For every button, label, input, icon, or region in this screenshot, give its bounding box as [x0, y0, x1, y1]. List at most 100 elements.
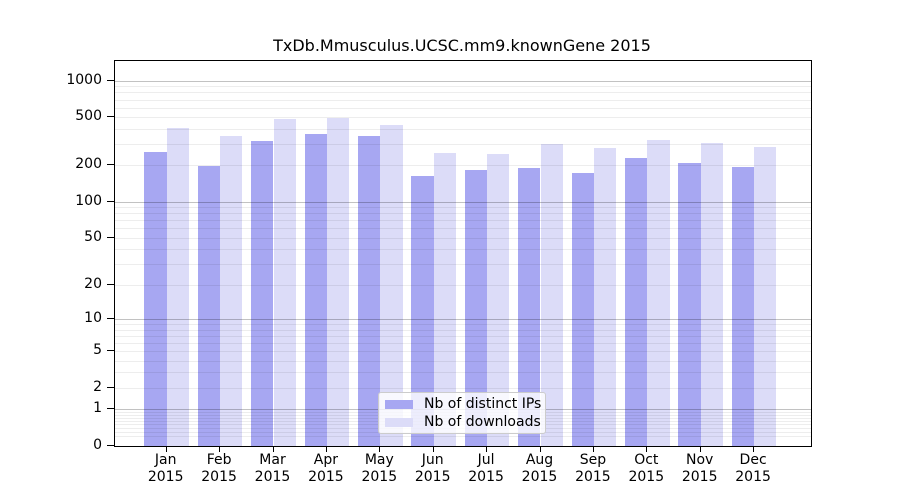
- y-tick-label: 1: [93, 399, 102, 416]
- bar-downloads-mar: [273, 118, 296, 446]
- legend-swatch-distinct-ips: [385, 399, 413, 409]
- bar-distinct-ips-apr: [304, 133, 327, 446]
- x-tick-mark: [219, 446, 221, 452]
- y-tick-mark: [107, 386, 114, 388]
- bar-distinct-ips-jul: [464, 169, 488, 446]
- y-tick-label: 50: [84, 228, 102, 245]
- legend-item-distinct-ips: Nb of distinct IPs: [385, 395, 542, 413]
- gridline-minor: [115, 92, 811, 94]
- bar-distinct-ips-jan: [144, 152, 167, 446]
- bar-distinct-ips-jun: [411, 176, 434, 446]
- x-tick-label: May 2015: [361, 452, 398, 485]
- x-tick-label: Dec 2015: [735, 452, 771, 485]
- bar-distinct-ips-sep: [571, 172, 594, 446]
- bar-distinct-ips-aug: [518, 168, 541, 446]
- bar-distinct-ips-oct: [625, 158, 648, 446]
- bar-downloads-oct: [647, 139, 670, 446]
- gridline-major: [115, 201, 811, 203]
- gridline-minor: [115, 237, 811, 239]
- x-tick-label: Jun 2015: [414, 452, 451, 485]
- bar-distinct-ips-dec: [731, 167, 755, 446]
- bar-downloads-may: [380, 124, 403, 446]
- x-tick-label: Mar 2015: [254, 452, 291, 485]
- legend-label-distinct-ips: Nb of distinct IPs: [424, 396, 542, 412]
- bar-distinct-ips-may: [358, 136, 381, 446]
- bar-downloads-nov: [700, 143, 723, 446]
- y-tick-mark: [107, 407, 114, 409]
- x-tick-mark: [539, 446, 541, 452]
- x-tick-mark: [699, 446, 701, 452]
- x-tick-mark: [272, 446, 274, 452]
- gridline-minor: [115, 323, 811, 325]
- y-tick-mark: [107, 116, 114, 118]
- gridline-minor: [115, 329, 811, 331]
- y-tick-mark: [107, 444, 114, 446]
- y-tick-label: 100: [75, 192, 102, 209]
- gridline-minor: [115, 435, 811, 437]
- gridline-minor: [115, 264, 811, 266]
- gridline-minor: [115, 249, 811, 251]
- gridline-minor: [115, 372, 811, 374]
- x-tick-mark: [432, 446, 434, 452]
- gridline-minor: [115, 129, 811, 130]
- bar-downloads-jan: [166, 128, 189, 446]
- bar-distinct-ips-nov: [678, 163, 701, 446]
- gridline-minor: [115, 350, 811, 352]
- legend-swatch-downloads: [385, 417, 413, 427]
- gridline-minor: [115, 165, 811, 167]
- legend-item-downloads: Nb of downloads: [385, 413, 541, 431]
- gridline-minor: [115, 207, 811, 209]
- y-tick-mark: [107, 236, 114, 238]
- y-tick-mark: [107, 200, 114, 202]
- gridline-major: [115, 318, 811, 320]
- x-tick-mark: [486, 446, 488, 452]
- bar-downloads-apr: [326, 118, 350, 446]
- gridline-minor: [115, 387, 811, 389]
- gridline-minor: [115, 144, 811, 146]
- y-tick-label: 20: [84, 275, 102, 292]
- chart-title: TxDb.Mmusculus.UCSC.mm9.knownGene 2015: [273, 36, 651, 55]
- legend-label-downloads: Nb of downloads: [424, 414, 541, 430]
- gridline-minor: [115, 107, 811, 109]
- plot-area: Nb of distinct IPs Nb of downloads: [114, 60, 812, 447]
- x-tick-label: Jan 2015: [147, 452, 184, 485]
- gridline-minor: [115, 213, 811, 215]
- gridline-minor: [115, 86, 811, 88]
- y-tick-label: 0: [93, 436, 102, 453]
- y-tick-label: 1000: [66, 71, 102, 88]
- y-tick-mark: [107, 79, 114, 81]
- y-tick-mark: [107, 317, 114, 319]
- bar-distinct-ips-feb: [197, 165, 221, 446]
- x-tick-mark: [379, 446, 381, 452]
- bar-downloads-sep: [593, 148, 617, 446]
- bar-downloads-aug: [540, 143, 563, 446]
- x-tick-label: Oct 2015: [628, 452, 665, 485]
- bar-downloads-feb: [220, 136, 243, 446]
- y-tick-label: 200: [75, 156, 102, 173]
- x-tick-label: Nov 2015: [681, 452, 718, 485]
- x-tick-label: Feb 2015: [201, 452, 237, 485]
- x-tick-mark: [165, 446, 167, 452]
- y-tick-label: 500: [75, 108, 102, 125]
- gridline-minor: [115, 360, 811, 362]
- y-tick-label: 5: [93, 341, 102, 358]
- x-tick-mark: [325, 446, 327, 452]
- y-tick-label: 10: [84, 309, 102, 326]
- bar-downloads-jun: [433, 152, 456, 446]
- gridline-minor: [115, 220, 811, 222]
- gridline-minor: [115, 117, 811, 119]
- y-tick-mark: [107, 283, 114, 285]
- bar-downloads-jul: [487, 153, 510, 446]
- x-tick-label: Aug 2015: [521, 452, 558, 485]
- x-tick-label: Sep 2015: [575, 452, 611, 485]
- bar-distinct-ips-mar: [251, 141, 274, 446]
- y-tick-label: 2: [93, 378, 102, 395]
- gridline-minor: [115, 284, 811, 286]
- gridline-minor: [115, 99, 811, 101]
- x-tick-mark: [592, 446, 594, 452]
- x-tick-label: Apr 2015: [308, 452, 344, 485]
- legend: Nb of distinct IPs Nb of downloads: [378, 392, 546, 434]
- gridline-minor: [115, 228, 811, 230]
- gridline-major: [115, 80, 811, 82]
- bar-downloads-dec: [754, 147, 777, 446]
